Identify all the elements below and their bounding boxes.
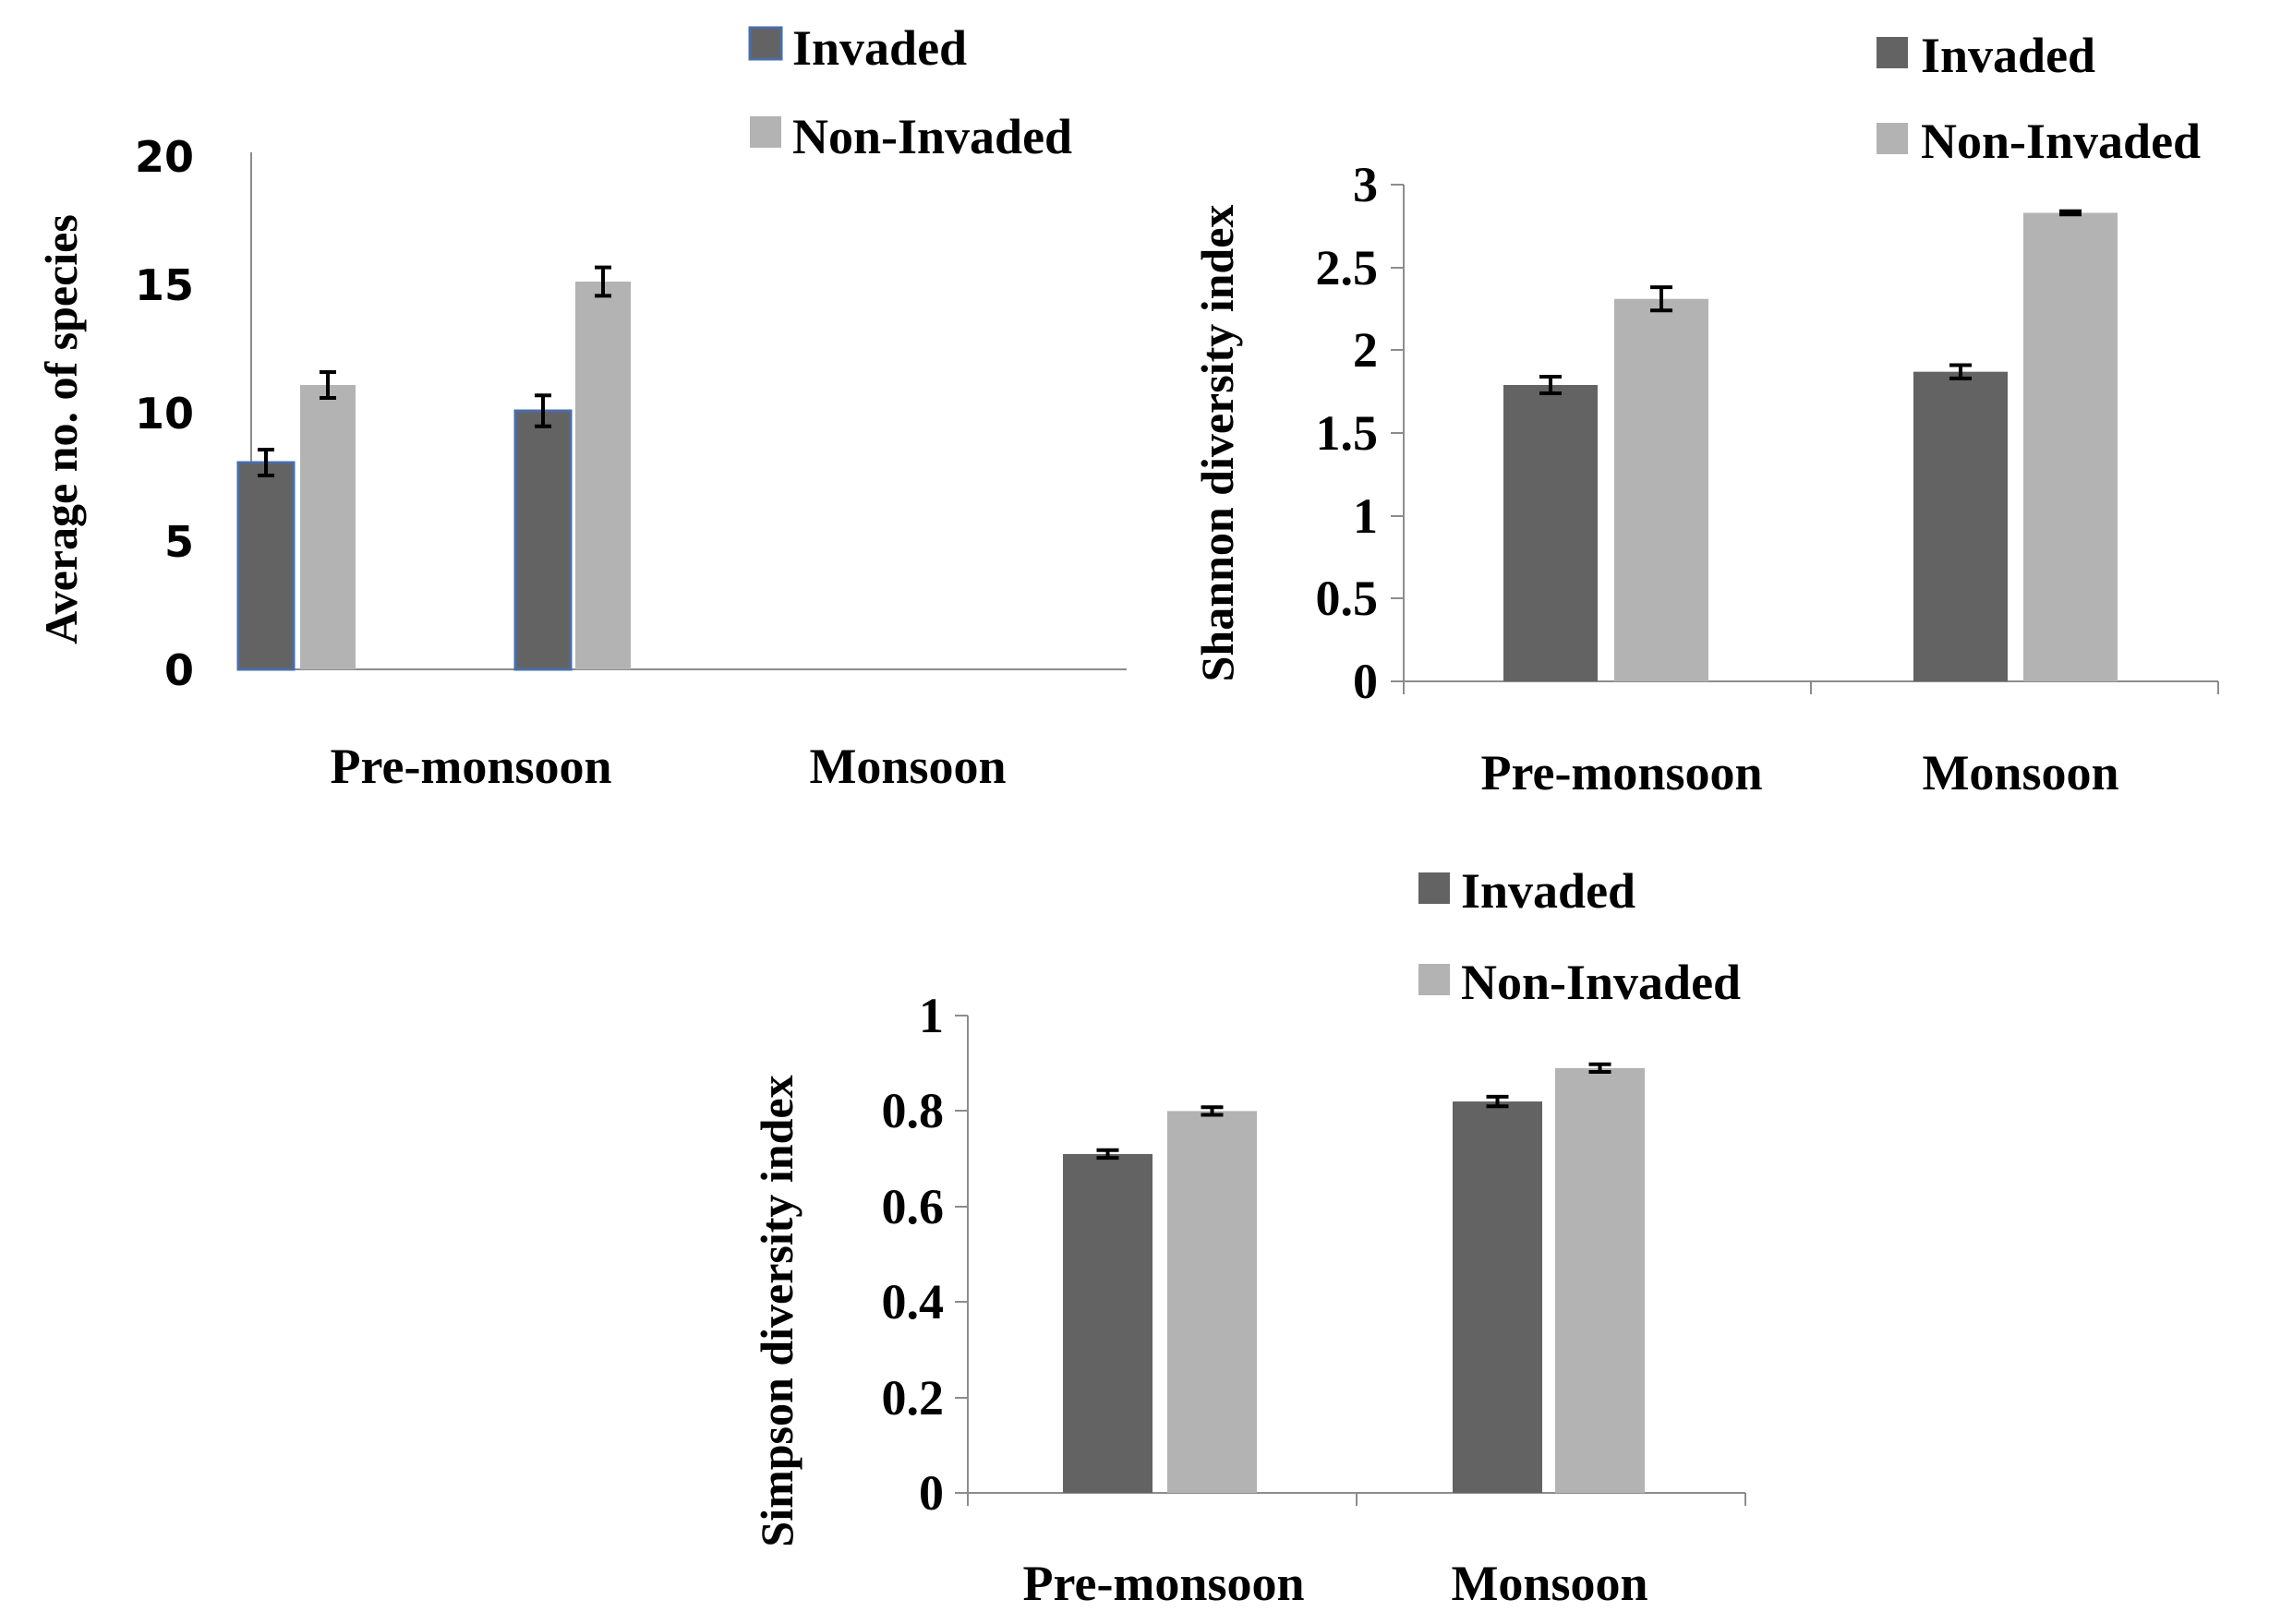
- errorbar-invaded-monsoon: [1949, 363, 1972, 380]
- y-tick-label: 2.5: [1316, 240, 1379, 295]
- y-tick-label: 3: [1353, 157, 1378, 212]
- legend-swatch-invaded: [748, 26, 783, 61]
- x-category-label: Pre-monsoon: [331, 739, 612, 794]
- legend-label-invaded: Invaded: [792, 20, 967, 76]
- legend-label-non-invaded: Non-Invaded: [1461, 955, 1741, 1010]
- x-category-label: Monsoon: [1451, 1556, 1647, 1611]
- x-category-label: Monsoon: [1922, 745, 2118, 800]
- bar-invaded-monsoon: [1453, 1101, 1542, 1493]
- bar-invaded-monsoon: [1913, 371, 2008, 681]
- errorbar-invaded-pre-monsoon: [1096, 1148, 1119, 1161]
- errorbar-non-invaded-pre-monsoon: [1201, 1105, 1224, 1117]
- legend-label-invaded: Invaded: [1921, 28, 2095, 83]
- y-tick-label: 0: [1353, 654, 1378, 709]
- bar-invaded-pre-monsoon: [1503, 384, 1598, 681]
- legend-label-non-invaded: Non-Invaded: [1921, 114, 2201, 169]
- errorbar-non-invaded-monsoon: [1588, 1062, 1611, 1075]
- y-tick-label: 1: [1353, 488, 1378, 544]
- y-tick-label: 0: [164, 645, 194, 695]
- y-axis-label: Shannon diversity index: [1191, 205, 1243, 682]
- y-tick-label: 0.5: [1316, 571, 1379, 626]
- bar-non-invaded-pre-monsoon: [1167, 1111, 1257, 1493]
- bar-non-invaded-pre-monsoon: [1614, 298, 1708, 681]
- legend-swatch-invaded: [1877, 37, 1908, 68]
- errorbar-non-invaded-monsoon: [595, 265, 611, 298]
- bar-non-invaded-monsoon: [1555, 1067, 1645, 1493]
- y-tick-label: 0: [919, 1465, 944, 1521]
- shannon-diversity-chart: Shannon diversity index 0 0.5 1 1.5 2 2.…: [1191, 28, 2219, 800]
- y-tick-label: 1: [919, 988, 944, 1043]
- legend-swatch-non-invaded: [750, 116, 781, 148]
- errorbar-invaded-pre-monsoon: [258, 448, 274, 477]
- errorbar-non-invaded-pre-monsoon: [1650, 285, 1672, 313]
- y-axis-label: Simpson diversity index: [751, 1075, 803, 1546]
- errorbar-non-invaded-pre-monsoon: [320, 370, 336, 400]
- x-category-label: Pre-monsoon: [1023, 1556, 1305, 1611]
- y-tick-label: 20: [135, 132, 194, 182]
- y-tick-label: 15: [135, 260, 194, 310]
- legend-label-invaded: Invaded: [1461, 863, 1635, 919]
- legend-swatch-invaded: [1418, 872, 1450, 904]
- y-tick-label: 0.8: [882, 1083, 945, 1138]
- legend-label-non-invaded: Non-Invaded: [792, 109, 1072, 164]
- errorbar-invaded-pre-monsoon: [1539, 375, 1562, 395]
- y-tick-label: 0.4: [882, 1274, 945, 1329]
- legend-swatch-non-invaded: [1877, 123, 1908, 154]
- bar-invaded-pre-monsoon: [236, 461, 296, 671]
- y-tick-label: 2: [1353, 322, 1378, 378]
- errorbar-non-invaded-monsoon: [2059, 209, 2082, 217]
- x-category-label: Pre-monsoon: [1481, 745, 1763, 800]
- bar-invaded-pre-monsoon: [1063, 1153, 1153, 1493]
- y-tick-label: 0.2: [882, 1370, 945, 1426]
- simpson-diversity-chart: Simpson diversity index 0 0.2 0.4 0.6 0.…: [751, 863, 1746, 1611]
- y-axis-label: Average no. of species: [35, 214, 87, 644]
- y-tick-label: 1.5: [1316, 405, 1379, 461]
- errorbar-invaded-monsoon: [1486, 1094, 1509, 1109]
- y-tick-label: 10: [135, 389, 194, 439]
- bar-non-invaded-monsoon: [2023, 212, 2118, 681]
- y-tick-label: 5: [164, 517, 194, 567]
- x-category-label: Monsoon: [809, 739, 1006, 794]
- errorbar-invaded-monsoon: [535, 393, 551, 428]
- species-richness-chart: Average no. of species 0 5 10 15 20 Pre-…: [35, 20, 1127, 794]
- bar-invaded-monsoon: [513, 409, 573, 671]
- bar-non-invaded-pre-monsoon: [300, 385, 356, 669]
- legend-swatch-non-invaded: [1418, 964, 1450, 995]
- bar-non-invaded-monsoon: [575, 282, 631, 669]
- y-tick-label: 0.6: [882, 1179, 945, 1234]
